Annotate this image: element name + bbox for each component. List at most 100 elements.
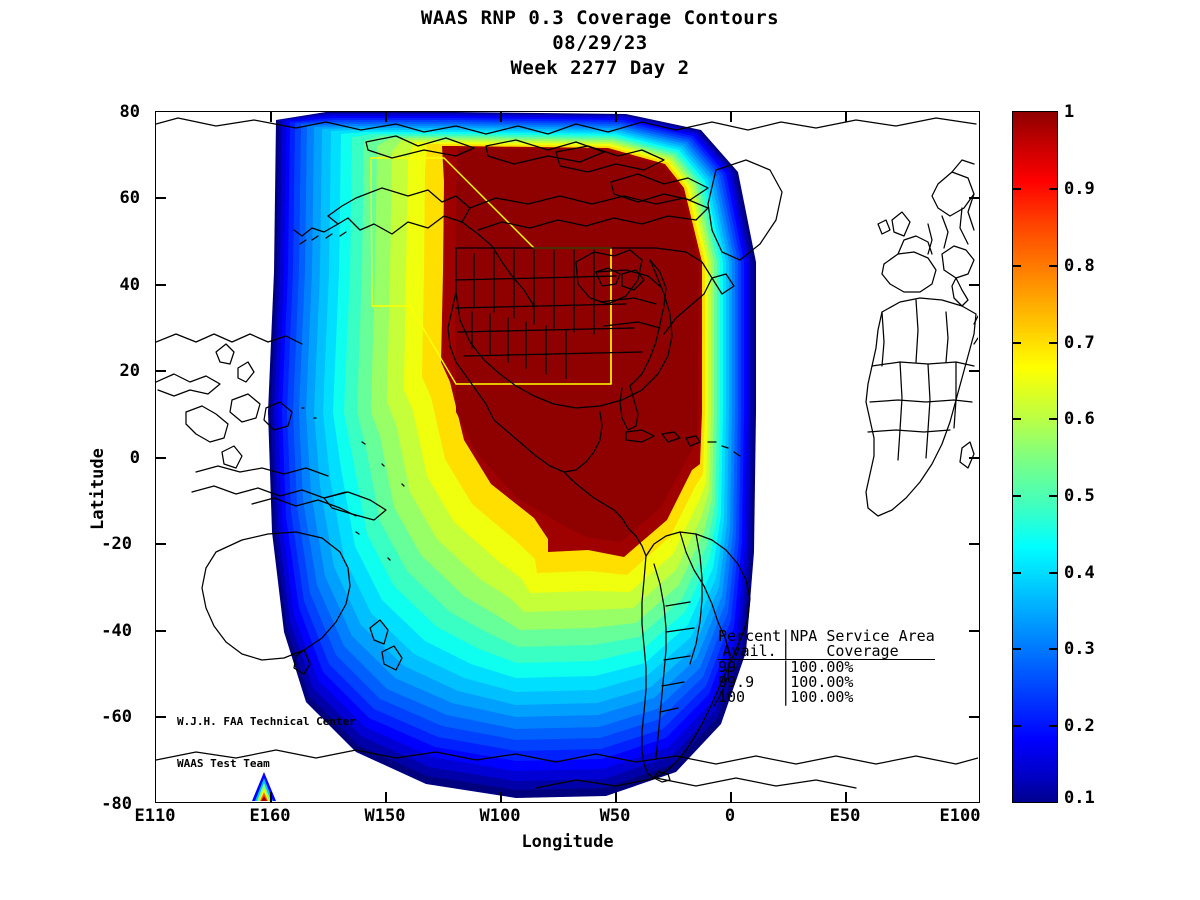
xtick-mark	[615, 792, 617, 803]
watermark-line-1: W.J.H. FAA Technical Center	[177, 715, 356, 728]
ytick-mark	[155, 197, 166, 199]
ytick-mark	[969, 543, 980, 545]
colorbar-tick	[1012, 495, 1021, 497]
colorbar-tick	[1012, 418, 1021, 420]
xtick-mark	[270, 792, 272, 803]
colorbar-tick-label: 0.1	[1064, 788, 1095, 808]
xtick-label: E50	[829, 806, 861, 826]
xtick-label: E100	[939, 806, 981, 826]
xtick-mark	[270, 111, 272, 122]
colorbar-tick	[1012, 188, 1021, 190]
npa-subheader-coverage: Coverage	[826, 642, 899, 660]
npa-header-divider: |	[781, 627, 791, 645]
ytick-mark	[969, 284, 980, 286]
npa-coverage-value: 100.00%	[790, 688, 854, 706]
npa-subheader-divider: |	[781, 642, 791, 660]
ytick-mark	[969, 716, 980, 718]
ytick-mark	[155, 716, 166, 718]
xtick-label: W150	[364, 806, 406, 826]
colorbar-tick-label: 0.7	[1064, 333, 1095, 353]
xtick-label: E160	[249, 806, 291, 826]
world-coastlines	[156, 117, 978, 789]
ytick-label: 20	[119, 361, 140, 381]
title-line-2: 08/29/23	[552, 32, 648, 54]
y-axis: 80 60 40 20 0 -20 -40 -60 -80 Latitude	[0, 0, 155, 900]
ytick-label: -20	[101, 534, 132, 554]
map-clip	[156, 112, 979, 802]
xtick-mark	[845, 111, 847, 122]
colorbar-tick-label: 0.2	[1064, 716, 1095, 736]
npa-coverage-value: 100.00%	[790, 658, 854, 676]
npa-avail-value: 100	[718, 688, 746, 706]
xtick-mark	[845, 792, 847, 803]
npa-avail-value: 99	[718, 658, 737, 676]
watermark-text: W.J.H. FAA Technical Center WAAS Test Te…	[177, 687, 356, 799]
colorbar-tick	[1049, 265, 1058, 267]
xtick-mark	[615, 111, 617, 122]
colorbar-tick	[1012, 265, 1021, 267]
xtick-mark	[730, 792, 732, 803]
ytick-label: 80	[119, 102, 140, 122]
ytick-mark	[969, 197, 980, 199]
table-row: 99 | 100.00%	[718, 660, 935, 676]
colorbar-tick	[1049, 342, 1058, 344]
colorbar-tick	[1049, 495, 1058, 497]
colorbar-tick	[1049, 725, 1058, 727]
coverage-contour-map	[156, 112, 978, 801]
npa-row-divider: |	[781, 688, 791, 706]
ytick-mark	[155, 284, 166, 286]
ytick-label: 0	[129, 448, 140, 468]
ytick-label: -60	[101, 707, 132, 727]
xtick-label: 0	[724, 806, 736, 826]
ytick-label: 60	[119, 188, 140, 208]
npa-header-coverage: NPA Service Area	[790, 627, 935, 645]
ytick-mark	[155, 543, 166, 545]
npa-coverage-value: 100.00%	[790, 673, 854, 691]
colorbar-gradient	[1012, 111, 1058, 803]
title-line-1: WAAS RNP 0.3 Coverage Contours	[420, 7, 780, 29]
ytick-label: -80	[101, 794, 132, 814]
xtick-label: E110	[134, 806, 176, 826]
colorbar-tick	[1012, 648, 1021, 650]
ytick-label: 40	[119, 275, 140, 295]
ytick-mark	[155, 630, 166, 632]
colorbar-tick-label: 0.3	[1064, 639, 1095, 659]
coverage-contour-bands	[268, 112, 756, 798]
colorbar-tick	[1012, 572, 1021, 574]
table-row: 99.9 | 100.00%	[718, 675, 935, 690]
npa-coverage-table: Percent | NPA Service Area Avail. | Cove…	[718, 629, 935, 705]
xtick-mark	[385, 111, 387, 122]
npa-table-grid: Percent | NPA Service Area Avail. | Cove…	[718, 629, 935, 705]
colorbar-tick	[1012, 342, 1021, 344]
npa-subheader-avail: Avail.	[722, 642, 777, 660]
ytick-mark	[969, 457, 980, 459]
colorbar-tick-label: 0.4	[1064, 563, 1095, 583]
npa-row-divider: |	[781, 673, 791, 691]
table-row: 100 | 100.00%	[718, 690, 935, 705]
colorbar-tick-label: 0.6	[1064, 409, 1095, 429]
ytick-mark	[155, 457, 166, 459]
xtick-mark	[730, 111, 732, 122]
npa-header-percent: Percent	[718, 627, 782, 645]
watermark-line-2: WAAS Test Team	[177, 757, 270, 770]
map-plot-area: W.J.H. FAA Technical Center WAAS Test Te…	[155, 111, 980, 803]
colorbar-tick-label: 0.5	[1064, 486, 1095, 506]
colorbar-tick-label: 0.9	[1064, 179, 1095, 199]
colorbar-tick	[1049, 188, 1058, 190]
npa-avail-value: 99.9	[718, 673, 755, 691]
colorbar-tick	[1049, 572, 1058, 574]
xtick-mark	[385, 792, 387, 803]
xtick-label: W100	[479, 806, 521, 826]
x-axis-label: Longitude	[521, 832, 614, 852]
xtick-mark	[500, 792, 502, 803]
npa-table-header-row: Percent | NPA Service Area	[718, 629, 935, 644]
ytick-mark	[155, 370, 166, 372]
xtick-mark	[500, 111, 502, 122]
page-title: WAAS RNP 0.3 Coverage Contours 08/29/23 …	[0, 6, 1200, 81]
colorbar-tick-label: 0.8	[1064, 256, 1095, 276]
title-line-3: Week 2277 Day 2	[510, 57, 690, 79]
ytick-mark	[969, 630, 980, 632]
ytick-label: -40	[101, 621, 132, 641]
colorbar-tick	[1012, 725, 1021, 727]
